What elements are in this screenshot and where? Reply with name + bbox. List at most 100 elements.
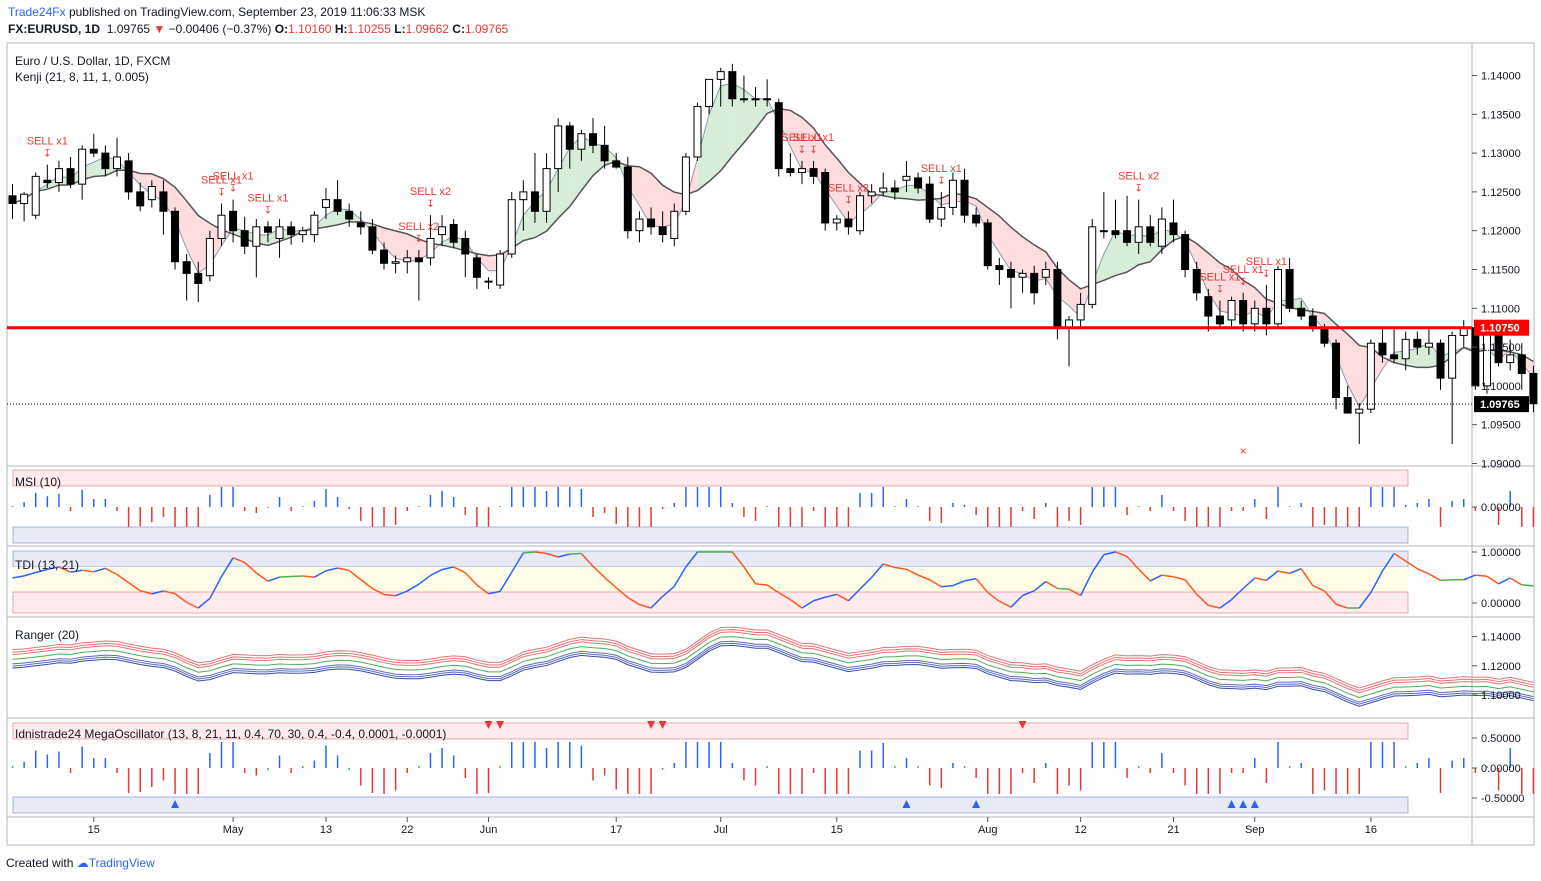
mega-oscillator-pane: 0.50000 0.00000 -0.50000 (11, 721, 1535, 814)
candle-up (496, 253, 505, 286)
tdi-line-segment (1231, 587, 1244, 601)
low-label: L: (394, 22, 406, 36)
msi-label[interactable]: MSI (10) (15, 475, 61, 489)
tdi-line-segment (209, 576, 223, 599)
candle-up (751, 98, 760, 101)
cloud-segment (801, 117, 814, 173)
candle-down (194, 272, 203, 284)
high-value: 1.10255 (347, 22, 391, 36)
candle-down (1390, 354, 1399, 360)
kenji-indicator-label[interactable]: Kenji (21, 8, 11, 1, 0.005) (15, 70, 149, 84)
cloud-segment (1336, 324, 1348, 385)
cloud-segment (581, 136, 593, 191)
time-axis: 15 May 13 22 Jun 17 Jul 15 Aug 12 21 Sep 16 (88, 817, 1377, 836)
x-tick-label: 21 (1167, 824, 1179, 836)
candle-up (20, 193, 29, 205)
tdi-line-segment (337, 567, 350, 572)
close-label: C: (452, 22, 465, 36)
cloud-segment (929, 194, 942, 205)
tdi-line-segment (220, 557, 234, 577)
tdi-line-segment (1300, 568, 1314, 587)
candle-up (1273, 269, 1282, 325)
candle-down (1146, 226, 1155, 243)
tdi-line-segment (1265, 570, 1279, 581)
main-pane-title: Euro / U.S. Dollar, 1D, FXCM (15, 54, 170, 68)
tdi-line-segment (639, 603, 652, 609)
candle-down (600, 144, 609, 162)
tdi-line-segment (917, 574, 930, 581)
candle-down (472, 257, 481, 278)
candle-down (43, 179, 52, 184)
sell-arrow-icon: ↧ (1134, 184, 1142, 195)
last-price-tag-bg (1474, 396, 1529, 413)
tradingview-link[interactable]: TradingView (88, 856, 155, 870)
cloud-segment (325, 208, 338, 227)
sell-signal-label: SELL x1 (921, 163, 962, 175)
cloud-segment (651, 173, 663, 227)
cross-marker-icon: × (1240, 444, 1247, 458)
tdi-line-segment (1289, 567, 1302, 575)
tdi-line-segment (929, 579, 942, 588)
x-tick-label: May (223, 824, 244, 836)
tdi-line-segment (1045, 580, 1058, 590)
y-tick-label: 1.09000 (1481, 459, 1521, 471)
candle-up (298, 230, 307, 236)
tdi-line-segment (883, 563, 896, 569)
candle-up (321, 199, 330, 208)
quote-line: FX:EURUSD, 1D 1.09765 ▼ −0.00406 (−0.37%… (8, 22, 508, 36)
mega-sell-triangle-icon (647, 721, 656, 729)
x-tick-label: Sep (1245, 824, 1265, 836)
mega-sell-triangle-icon (658, 721, 667, 729)
candle-up (484, 280, 493, 283)
tdi-line-segment (1509, 577, 1523, 586)
tdi-line-segment (174, 593, 188, 603)
tdi-line-segment (197, 597, 211, 609)
sell-signal-label: SELL x2 (1118, 171, 1159, 183)
tdi-line-segment (662, 585, 675, 597)
candle-up (856, 195, 865, 232)
tdi-line-segment (557, 553, 570, 558)
tdi-line-segment (825, 593, 837, 598)
tdi-line-segment (453, 566, 466, 574)
tdi-line-segment (116, 573, 130, 584)
author-link[interactable]: Trade24Fx (8, 5, 66, 19)
last-price-tag-label: 1.09765 (1480, 399, 1520, 411)
last-price: 1.09765 (106, 22, 151, 36)
candle-up (519, 191, 528, 201)
cloud-segment (407, 233, 419, 261)
cloud-segment (546, 168, 559, 232)
sell-signal-label: SELL x1 (781, 132, 822, 144)
sell-signal-label: SELL x1 (793, 132, 834, 144)
candle-down (1297, 307, 1306, 317)
ranger-label[interactable]: Ranger (20) (15, 628, 79, 642)
created-with-text: Created with (6, 856, 74, 870)
sell-arrow-icon: ↧ (809, 145, 817, 156)
tdi-line-segment (1033, 580, 1047, 592)
tdi-line-segment (580, 552, 594, 567)
candle-down (1308, 315, 1317, 329)
chart-area[interactable]: SELL x1↧SELL x1↧SELL x1↧SELL x1↧SELL x2↧… (0, 0, 1541, 850)
candle-down (124, 160, 133, 193)
candle-down (287, 226, 296, 236)
candle-down (8, 195, 17, 205)
kenji-cloud (12, 82, 1534, 408)
cloud-segment (1196, 243, 1209, 293)
y-tick-label: 1.12000 (1481, 661, 1521, 673)
tdi-line-segment (1370, 570, 1384, 593)
mega-oscillator-label[interactable]: Idnistrade24 MegaOscillator (13, 8, 21, … (15, 727, 446, 741)
sell-signal-label: SELL x1 (1223, 264, 1264, 276)
candle-down (1204, 296, 1213, 317)
sell-arrow-icon: ↧ (1262, 269, 1270, 280)
candle-down (809, 168, 818, 177)
cloud-segment (709, 85, 721, 182)
cloud-segment (384, 227, 396, 259)
tdi-line-segment (1475, 574, 1488, 577)
y-tick-label: 0.50000 (1481, 733, 1521, 745)
candle-down (159, 191, 168, 212)
tdi-label[interactable]: TDI (13, 21) (15, 558, 79, 572)
y-tick-label: 1.00000 (1481, 547, 1521, 559)
x-tick-label: 22 (401, 824, 413, 836)
tdi-line-segment (523, 551, 536, 554)
tdi-line-segment (1393, 552, 1407, 562)
candle-up (670, 210, 679, 239)
